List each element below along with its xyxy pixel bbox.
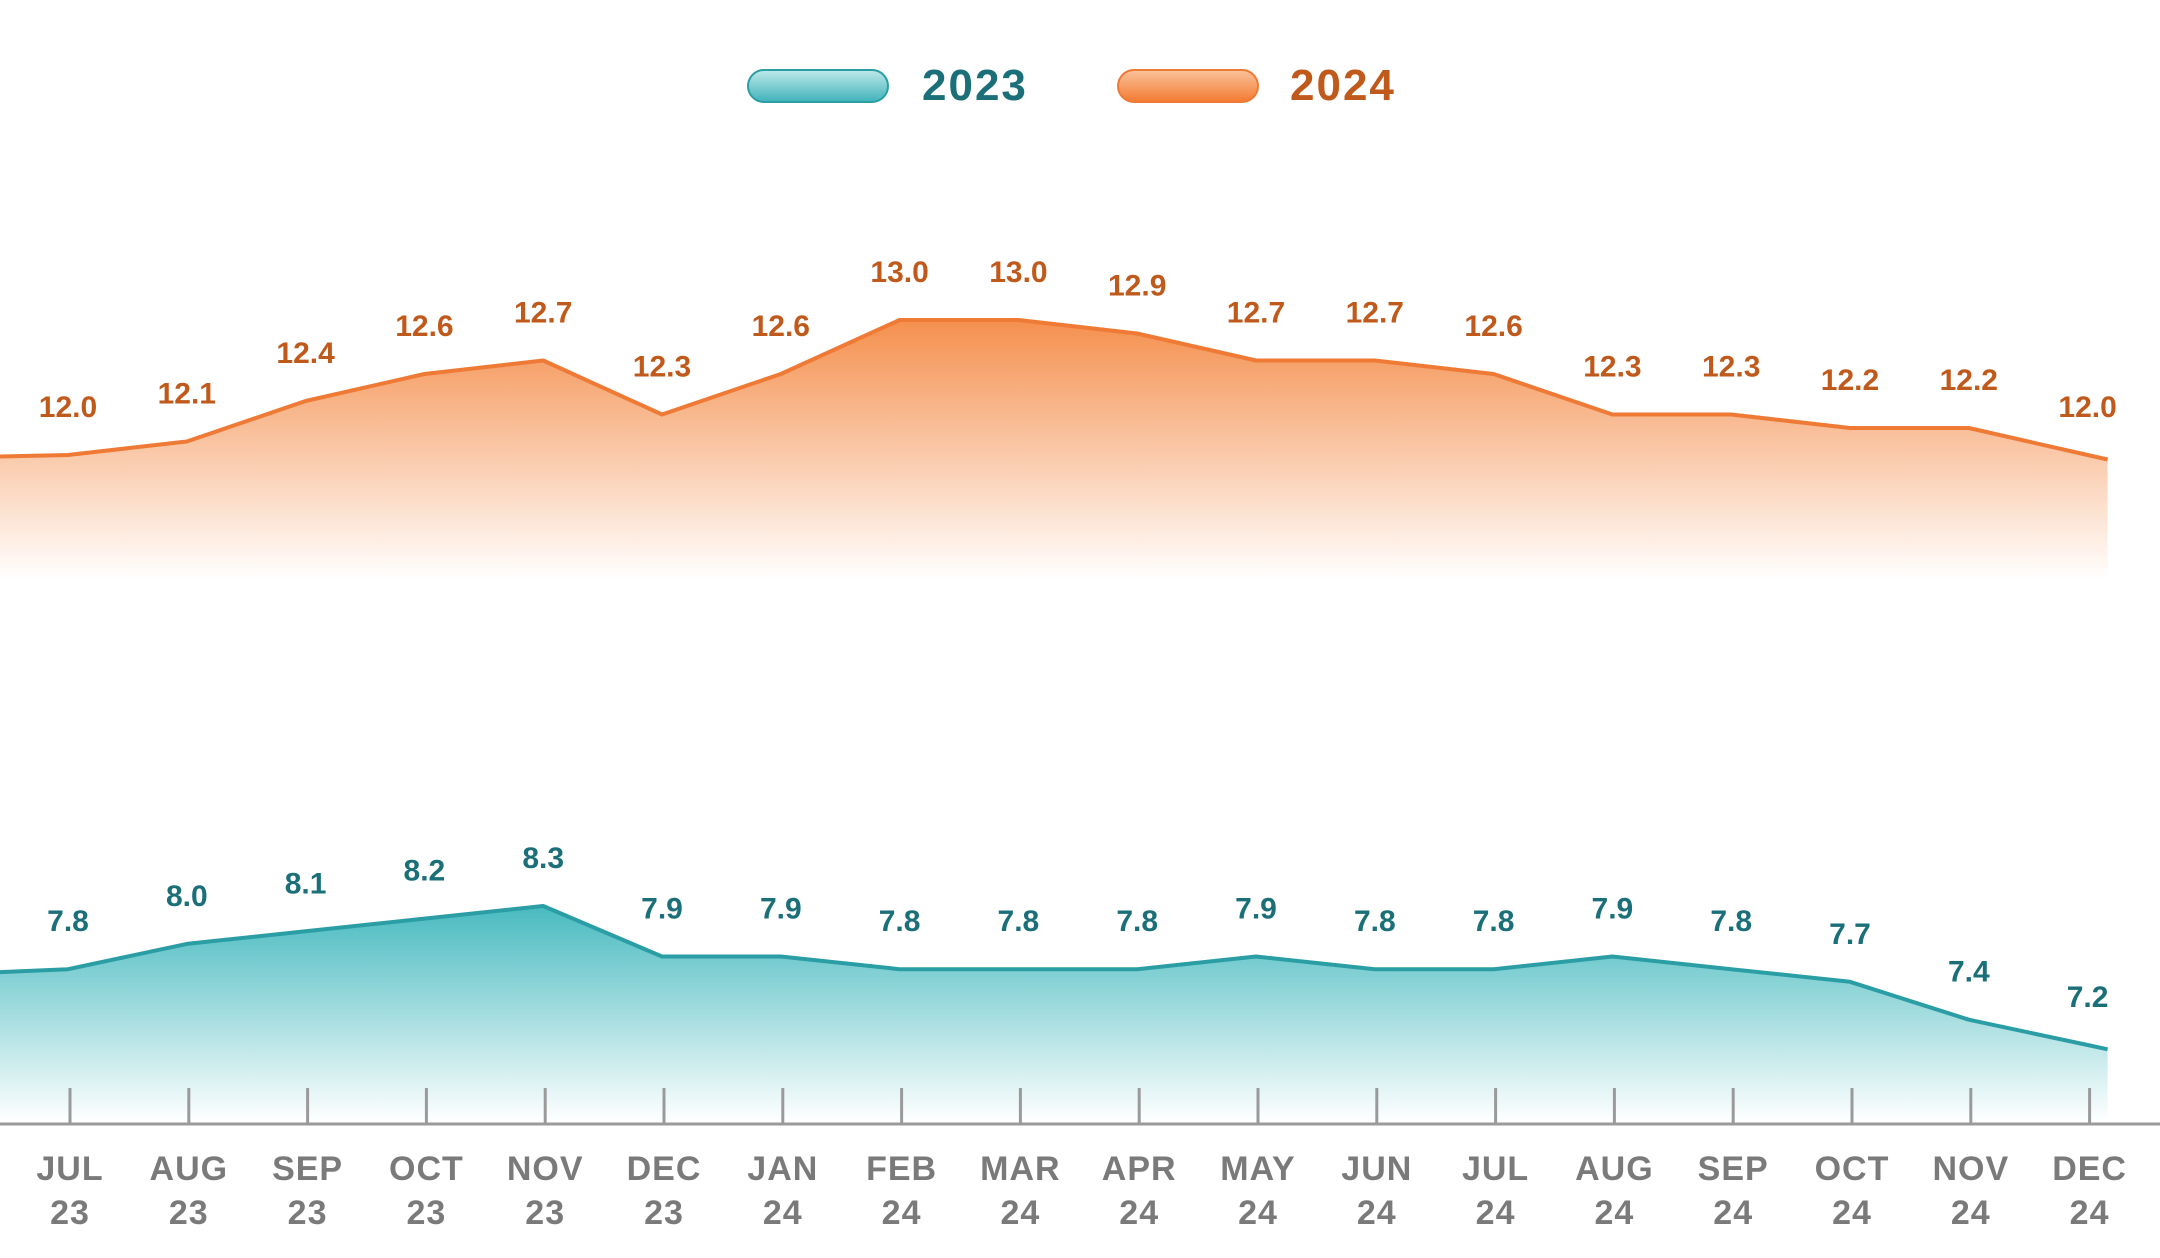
- series-areas: [0, 318, 2109, 1122]
- x-tick-label-month-10: MAY: [1220, 1150, 1295, 1188]
- data-label-2023-12: 7.8: [1473, 905, 1515, 938]
- x-tick-label-month-11: JUN: [1341, 1150, 1412, 1188]
- data-label-2023-6: 7.9: [760, 893, 802, 926]
- data-label-2024-8: 13.0: [989, 256, 1047, 289]
- legend-swatch-2024: [1117, 69, 1259, 103]
- x-tick-label-month-16: NOV: [1932, 1150, 2009, 1188]
- data-label-2024-13: 12.3: [1583, 351, 1641, 384]
- x-axis-tick-labels: JUL 23 AUG 23 SEP 23 OCT 23 NOV 23 DEC 23 JAN 24 FEB 24…: [36, 1150, 2127, 1232]
- data-label-2024-17: 12.0: [2058, 391, 2116, 424]
- x-tick-label-year-12: 24: [1476, 1194, 1516, 1232]
- data-label-2024-9: 12.9: [1108, 270, 1166, 303]
- legend-label-2023: 2023: [922, 61, 1028, 110]
- data-labels-2024: 12.0 12.1 12.4 12.6 12.7 12.3 12.6 13.0 13.0 12.9…: [39, 256, 2117, 424]
- x-tick-label-month-3: OCT: [389, 1150, 464, 1188]
- x-tick-label-year-1: 23: [169, 1194, 209, 1232]
- x-tick-label-month-15: OCT: [1815, 1150, 1890, 1188]
- x-tick-label-year-9: 24: [1119, 1194, 1159, 1232]
- data-label-2024-11: 12.7: [1346, 297, 1404, 330]
- area-2024: [0, 320, 2108, 580]
- data-label-2024-6: 12.6: [752, 310, 810, 343]
- x-tick-label-year-3: 23: [406, 1194, 446, 1232]
- legend-label-2024: 2024: [1290, 61, 1396, 110]
- x-tick-label-year-0: 23: [50, 1194, 90, 1232]
- x-tick-label-year-16: 24: [1951, 1194, 1991, 1232]
- x-tick-label-year-15: 24: [1832, 1194, 1872, 1232]
- x-tick-label-year-5: 23: [644, 1194, 684, 1232]
- x-tick-label-year-4: 23: [525, 1194, 565, 1232]
- data-label-2023-17: 7.2: [2067, 981, 2109, 1014]
- x-tick-label-month-12: JUL: [1462, 1150, 1529, 1188]
- data-label-2024-10: 12.7: [1227, 297, 1285, 330]
- data-label-2023-8: 7.8: [998, 905, 1040, 938]
- x-tick-label-month-2: SEP: [272, 1150, 343, 1188]
- data-label-2023-15: 7.7: [1829, 918, 1871, 951]
- data-label-2024-15: 12.2: [1821, 364, 1879, 397]
- x-tick-label-month-14: SEP: [1698, 1150, 1769, 1188]
- data-label-2024-4: 12.7: [514, 297, 572, 330]
- data-label-2023-0: 7.8: [47, 905, 89, 938]
- data-label-2023-3: 8.2: [404, 855, 446, 888]
- x-tick-label-month-13: AUG: [1575, 1150, 1654, 1188]
- legend-item-2024[interactable]: 2024: [1117, 61, 1396, 110]
- legend: 2023 2024: [747, 61, 1396, 110]
- data-label-2023-11: 7.8: [1354, 905, 1396, 938]
- x-tick-label-month-7: FEB: [866, 1150, 937, 1188]
- x-tick-label-year-14: 24: [1713, 1194, 1753, 1232]
- line-2024: [0, 318, 2109, 462]
- x-tick-label-month-5: DEC: [627, 1150, 702, 1188]
- x-tick-label-year-10: 24: [1238, 1194, 1278, 1232]
- data-label-2023-14: 7.8: [1710, 905, 1752, 938]
- x-tick-label-year-8: 24: [1000, 1194, 1040, 1232]
- line-2023: [0, 904, 2109, 1052]
- data-label-2024-2: 12.4: [276, 337, 335, 370]
- data-label-2023-2: 8.1: [285, 867, 327, 900]
- x-tick-label-year-13: 24: [1594, 1194, 1634, 1232]
- x-tick-label-month-17: DEC: [2052, 1150, 2127, 1188]
- data-label-2023-5: 7.9: [641, 893, 683, 926]
- data-label-2023-4: 8.3: [522, 842, 564, 875]
- data-label-2024-3: 12.6: [395, 310, 453, 343]
- data-label-2024-0: 12.0: [39, 391, 97, 424]
- x-tick-label-month-4: NOV: [507, 1150, 584, 1188]
- data-label-2023-1: 8.0: [166, 880, 208, 913]
- area-2023: [0, 906, 2108, 1122]
- data-label-2024-16: 12.2: [1940, 364, 1998, 397]
- data-label-2023-10: 7.9: [1235, 893, 1277, 926]
- data-label-2024-5: 12.3: [633, 351, 691, 384]
- x-axis-ticks: [68, 1088, 2092, 1124]
- data-label-2023-13: 7.9: [1592, 893, 1634, 926]
- x-tick-label-year-7: 24: [882, 1194, 922, 1232]
- legend-swatch-2023: [747, 69, 889, 103]
- data-label-2024-12: 12.6: [1464, 310, 1522, 343]
- data-label-2024-1: 12.1: [158, 378, 216, 411]
- x-tick-label-year-11: 24: [1357, 1194, 1397, 1232]
- x-tick-label-month-6: JAN: [747, 1150, 818, 1188]
- data-label-2024-7: 13.0: [870, 256, 928, 289]
- data-label-2023-16: 7.4: [1948, 956, 1990, 989]
- data-labels-2023: 7.8 8.0 8.1 8.2 8.3 7.9 7.9 7.8 7.8 7.8 7.9 7.8 7.8 7…: [47, 842, 2108, 1014]
- data-label-2023-7: 7.8: [879, 905, 921, 938]
- x-tick-label-year-2: 23: [288, 1194, 328, 1232]
- data-label-2023-9: 7.8: [1116, 905, 1158, 938]
- data-label-2024-14: 12.3: [1702, 351, 1760, 384]
- x-tick-label-year-17: 24: [2070, 1194, 2110, 1232]
- legend-item-2023[interactable]: 2023: [747, 61, 1028, 110]
- x-tick-label-month-9: APR: [1102, 1150, 1177, 1188]
- x-tick-label-month-0: JUL: [36, 1150, 103, 1188]
- x-tick-label-month-1: AUG: [150, 1150, 229, 1188]
- x-tick-label-month-8: MAR: [980, 1150, 1060, 1188]
- x-tick-label-year-6: 24: [763, 1194, 803, 1232]
